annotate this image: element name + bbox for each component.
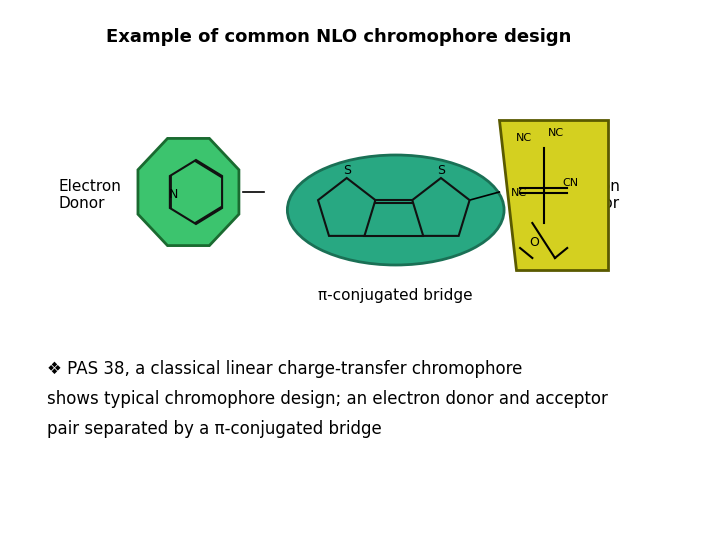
Text: Example of common NLO chromophore design: Example of common NLO chromophore design: [107, 28, 572, 46]
Text: S: S: [437, 164, 445, 177]
Polygon shape: [138, 138, 239, 246]
Text: π-conjugated bridge: π-conjugated bridge: [318, 288, 473, 303]
Text: NC: NC: [510, 188, 527, 198]
Text: pair separated by a π-conjugated bridge: pair separated by a π-conjugated bridge: [47, 420, 382, 438]
Ellipse shape: [287, 155, 504, 265]
Text: shows typical chromophore design; an electron donor and acceptor: shows typical chromophore design; an ele…: [47, 390, 608, 408]
Text: N: N: [168, 188, 178, 201]
Text: O: O: [529, 237, 539, 249]
Text: NC: NC: [516, 133, 531, 143]
Text: ❖ PAS 38, a classical linear charge-transfer chromophore: ❖ PAS 38, a classical linear charge-tran…: [47, 360, 523, 378]
Text: NC: NC: [549, 128, 564, 138]
Text: S: S: [343, 164, 351, 177]
Text: CN: CN: [562, 178, 579, 188]
Text: Electron
Acceptor: Electron Acceptor: [552, 179, 620, 211]
Text: Electron
Donor: Electron Donor: [58, 179, 121, 211]
Polygon shape: [500, 120, 608, 270]
